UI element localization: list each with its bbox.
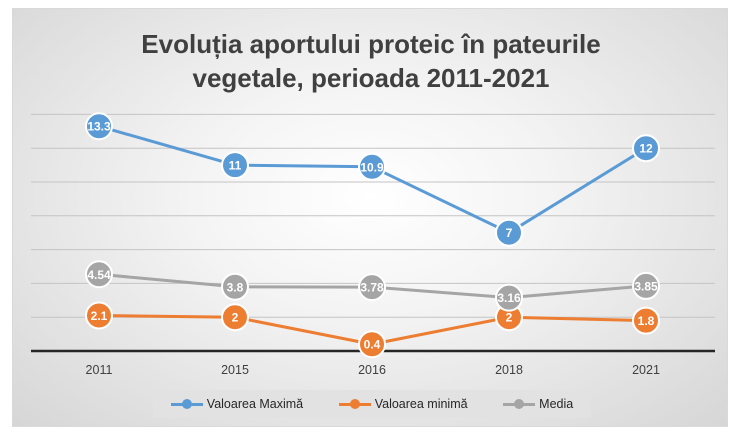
data-label: 3.16 <box>497 291 521 305</box>
data-label: 3.78 <box>360 281 384 295</box>
x-tick-label: 2018 <box>495 363 523 377</box>
legend-label-media: Media <box>539 397 574 411</box>
data-label: 3.8 <box>227 280 244 294</box>
data-label: 4.54 <box>87 268 111 282</box>
data-label: 3.85 <box>634 279 658 293</box>
legend-item-media: Media <box>503 397 573 411</box>
data-point <box>85 301 113 330</box>
chart-title-line-1: Evoluția aportului proteic în pateurile <box>141 29 601 59</box>
data-point <box>632 271 660 300</box>
x-tick-label: 2016 <box>358 363 386 377</box>
legend-label-max: Valoarea Maximă <box>206 397 304 411</box>
data-label: 2 <box>506 311 513 325</box>
data-point <box>632 306 660 335</box>
plot-area: 2011 2015 2016 2018 2021 13.3 11 10.9 7 12 2.1 2 0.4… <box>31 112 715 377</box>
x-tick-label: 2011 <box>86 363 113 377</box>
data-label: 13.3 <box>87 120 111 134</box>
data-label: 2 <box>232 311 239 325</box>
data-point <box>85 260 113 289</box>
x-tick-label: 2015 <box>221 363 249 377</box>
x-tick-label: 2021 <box>632 363 660 377</box>
legend-item-min: Valoarea minimă <box>338 397 468 411</box>
legend: Valoarea Maximă Valoarea minimă Media <box>153 390 591 418</box>
chart-area: Evoluția aportului proteic în pateurile … <box>12 8 728 427</box>
data-label: 10.9 <box>360 160 384 174</box>
legend-label-min: Valoarea minimă <box>374 397 468 411</box>
legend-item-max: Valoarea Maximă <box>170 397 304 411</box>
data-point <box>358 152 386 181</box>
data-label: 11 <box>229 159 242 173</box>
data-label: 12 <box>639 142 653 156</box>
chart-title-line-2: vegetale, perioada 2011-2021 <box>192 63 550 93</box>
data-label: 1.8 <box>638 314 655 328</box>
data-point <box>632 134 660 163</box>
legend-swatch-max <box>170 399 203 409</box>
data-point <box>221 272 249 301</box>
chart-title: Evoluția aportului proteic în pateurile … <box>13 27 729 95</box>
data-label: 0.4 <box>364 338 381 352</box>
data-point <box>495 218 523 247</box>
data-point <box>358 273 386 302</box>
data-point <box>221 151 249 180</box>
data-label: 7 <box>506 226 513 240</box>
data-point <box>85 112 113 141</box>
legend-swatch-media <box>503 399 536 409</box>
data-point <box>358 330 386 359</box>
data-point <box>495 283 523 312</box>
data-label: 2.1 <box>91 309 108 323</box>
data-point <box>221 303 249 332</box>
legend-swatch-min <box>338 399 371 409</box>
